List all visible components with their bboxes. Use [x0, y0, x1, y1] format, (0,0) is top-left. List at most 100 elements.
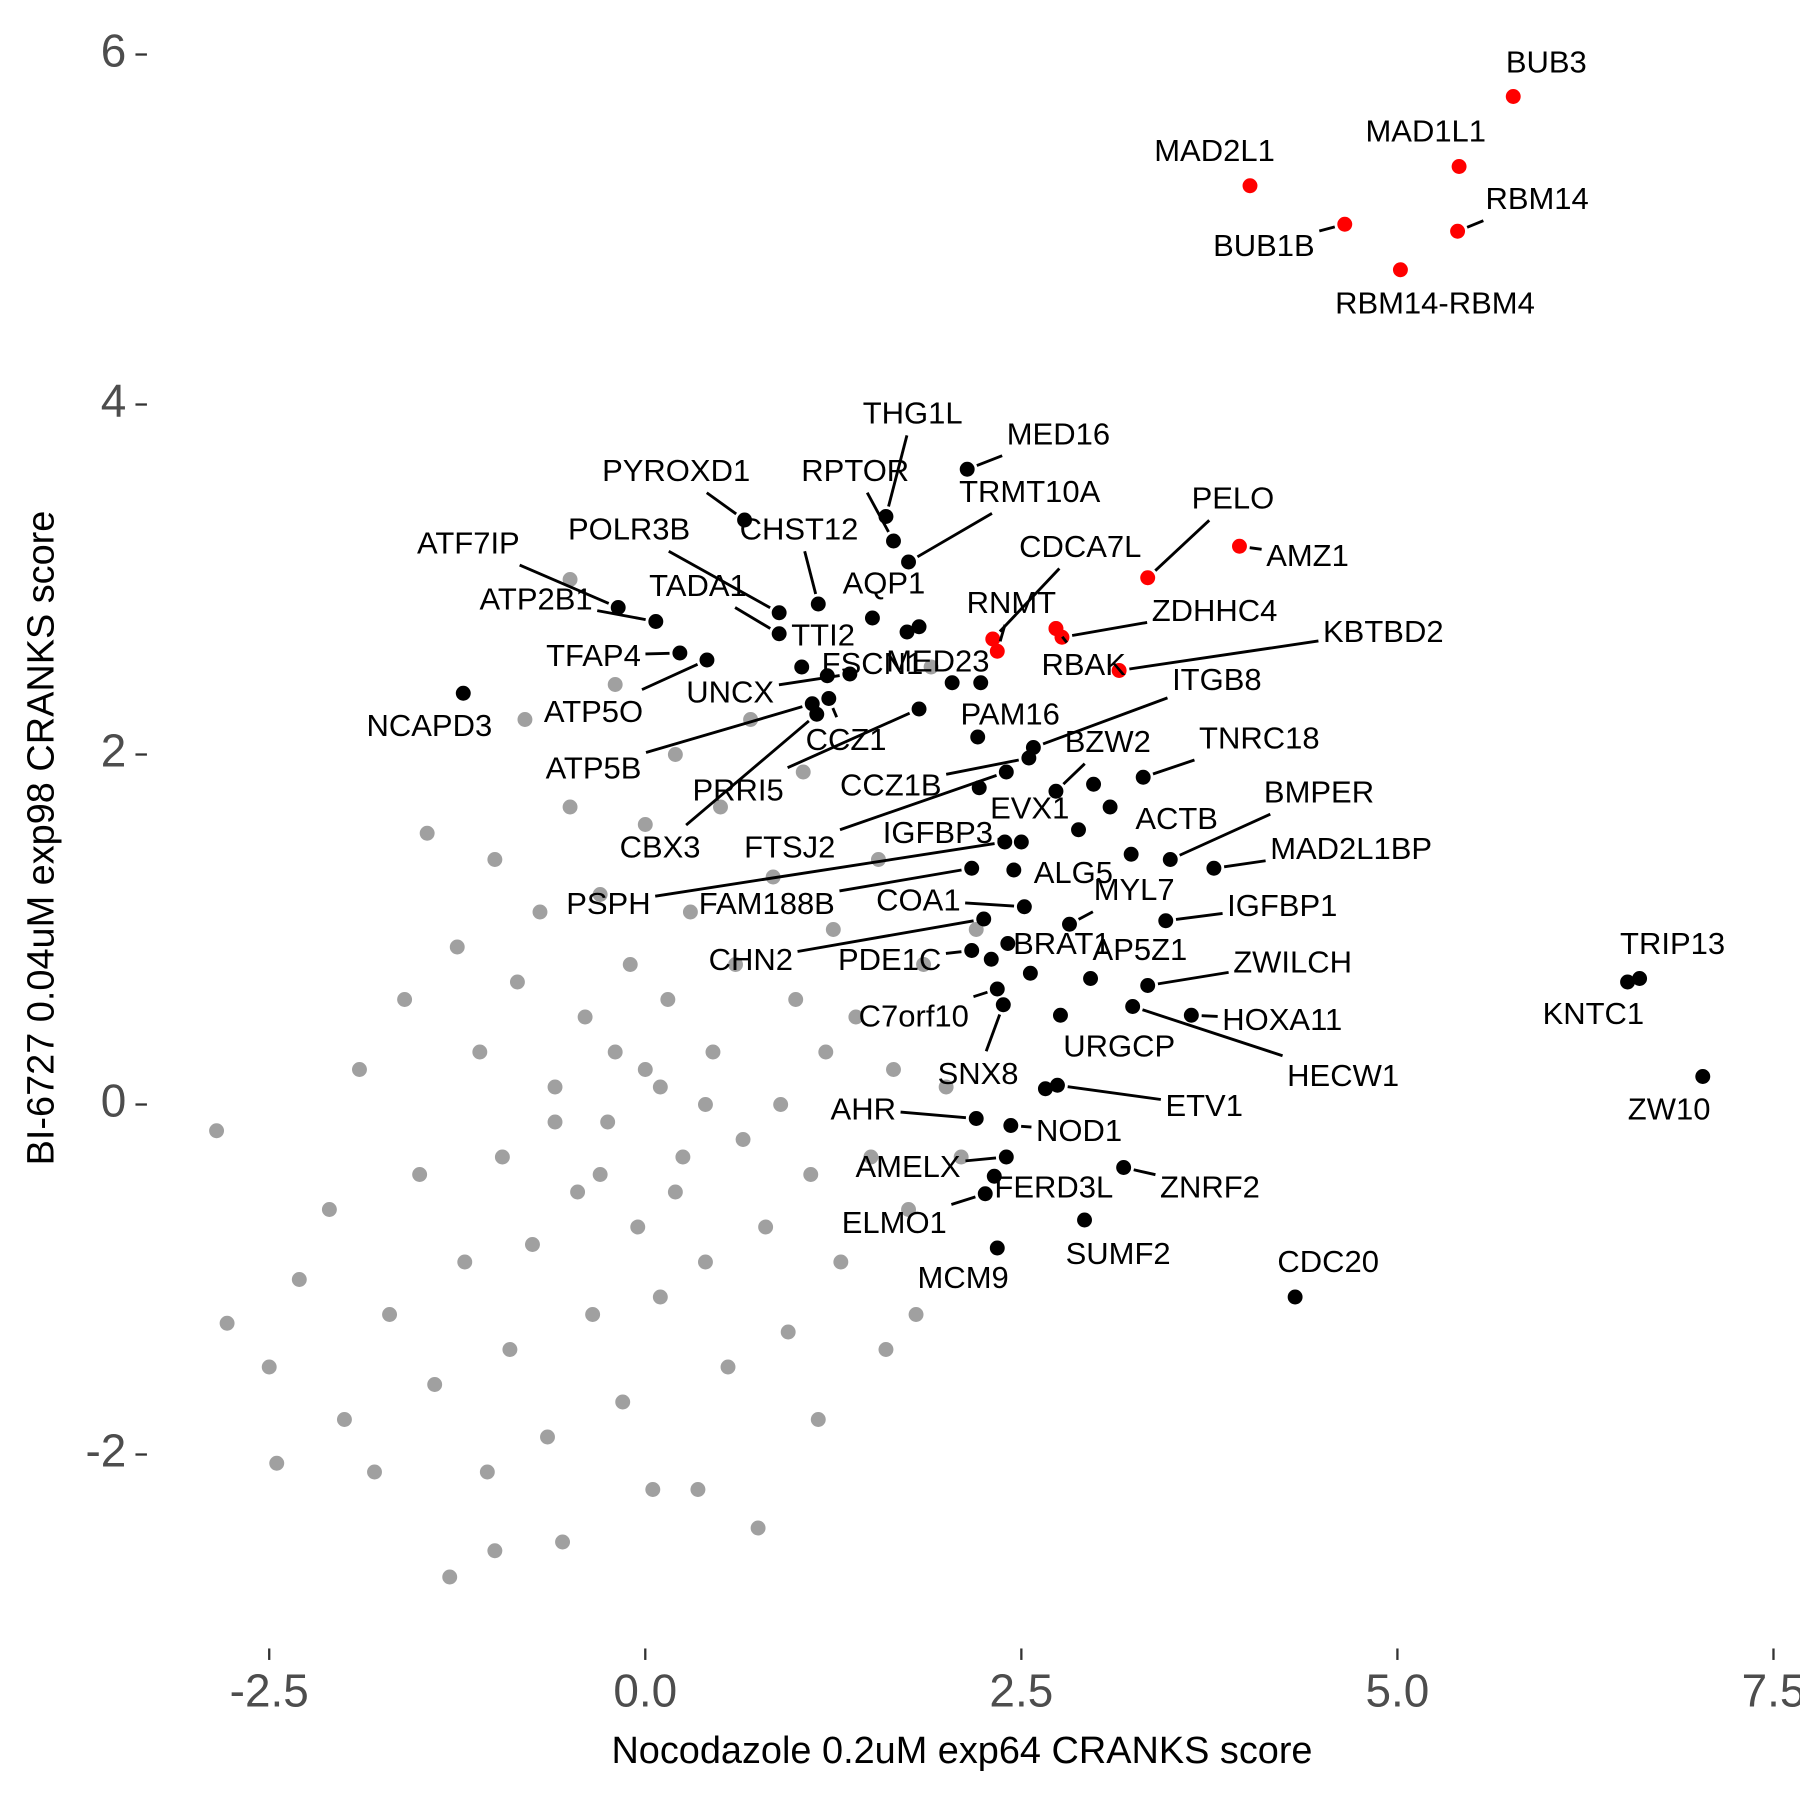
point [697, 1254, 713, 1270]
point [1003, 1118, 1019, 1133]
point [532, 904, 548, 920]
point-label: AMZ1 [1266, 538, 1349, 573]
point-label: MYL7 [1094, 872, 1175, 907]
point-label: ATP5B [546, 750, 642, 785]
leader-line [1154, 519, 1211, 572]
point [261, 1359, 277, 1375]
point [750, 1520, 766, 1536]
point-label: MAD2L1 [1154, 133, 1275, 168]
point [985, 631, 1001, 647]
point [555, 1534, 571, 1550]
leader-line [945, 758, 1020, 776]
point [1183, 1007, 1199, 1023]
point-label: ZDHHC4 [1152, 593, 1278, 628]
point [699, 652, 715, 668]
point [1337, 216, 1353, 232]
point [209, 1123, 225, 1139]
point [509, 974, 525, 990]
y-tick-label: 4 [101, 375, 127, 427]
point-label: AMELX [856, 1149, 961, 1184]
point [502, 1342, 518, 1357]
point-label: PRRI5 [693, 772, 784, 807]
point [525, 1237, 540, 1252]
point [989, 981, 1005, 997]
point-label: PELO [1192, 481, 1275, 516]
leader-line [965, 901, 1015, 908]
leader-line [1175, 912, 1223, 921]
point [986, 1168, 1002, 1184]
point [1048, 621, 1064, 636]
point-label: ACTB [1135, 801, 1218, 836]
point [1000, 936, 1016, 951]
leader-line [645, 705, 803, 754]
point-label: ZW10 [1628, 1091, 1711, 1126]
leader-line [1142, 1008, 1284, 1058]
point [637, 1062, 653, 1077]
leader-line [778, 674, 840, 687]
point [1077, 1212, 1092, 1228]
point [923, 659, 939, 675]
point-label: ATF7IP [417, 525, 520, 560]
point-label: IGFBP3 [883, 815, 993, 850]
point [672, 645, 688, 661]
point [652, 1289, 668, 1305]
leader-line [645, 651, 670, 656]
point [336, 1412, 352, 1427]
point [219, 1315, 235, 1331]
point-label: CDCA7L [1019, 529, 1141, 564]
y-tick-label: 2 [101, 725, 127, 777]
x-tick-label: 7.5 [1742, 1665, 1800, 1717]
point [735, 1132, 751, 1147]
point [592, 1167, 608, 1182]
leader-line [984, 1013, 1002, 1052]
point [645, 1482, 661, 1497]
leader-line [685, 719, 810, 827]
point [1140, 570, 1156, 586]
point [547, 1114, 563, 1130]
point [1086, 776, 1102, 792]
leader-line [654, 842, 995, 898]
point-label: PYROXD1 [602, 453, 750, 488]
point-label: FAM188B [699, 886, 835, 921]
point [562, 799, 578, 815]
leader-line [1067, 1085, 1162, 1101]
leader-line [641, 662, 699, 691]
point [964, 860, 980, 876]
leader-line [831, 707, 839, 718]
point [916, 957, 932, 972]
point-label: BZW2 [1065, 724, 1151, 759]
point-label: EVX1 [990, 791, 1069, 826]
point [794, 659, 810, 675]
point [989, 643, 1005, 659]
point-label: HECW1 [1287, 1058, 1399, 1093]
leader-line [865, 492, 890, 533]
point [803, 1167, 819, 1182]
leader-line [950, 1195, 976, 1206]
point-label: KBTBD2 [1323, 614, 1444, 649]
point-label: CBX3 [620, 830, 701, 865]
point-label: CCZ1B [840, 768, 942, 803]
point [648, 614, 664, 629]
leader-line [839, 774, 998, 832]
leader-line [1223, 859, 1266, 869]
point [773, 1097, 789, 1112]
point [367, 1464, 382, 1480]
point [976, 911, 992, 927]
point [675, 1149, 691, 1165]
point [1125, 999, 1141, 1014]
point [419, 825, 435, 841]
point [863, 1149, 879, 1165]
point [1037, 1081, 1053, 1097]
point-label: SUMF2 [1066, 1236, 1171, 1271]
point-label: BMPER [1264, 775, 1374, 810]
leader-line [1061, 635, 1068, 644]
point-label: URGCP [1063, 1028, 1175, 1063]
y-tick-label: 0 [101, 1075, 127, 1127]
leader-line [1021, 1124, 1032, 1129]
point-label: ETV1 [1165, 1088, 1243, 1123]
point [1450, 223, 1466, 239]
point [321, 1202, 337, 1217]
point [479, 1464, 495, 1480]
x-tick-label: 2.5 [989, 1665, 1053, 1717]
point [1695, 1069, 1711, 1084]
